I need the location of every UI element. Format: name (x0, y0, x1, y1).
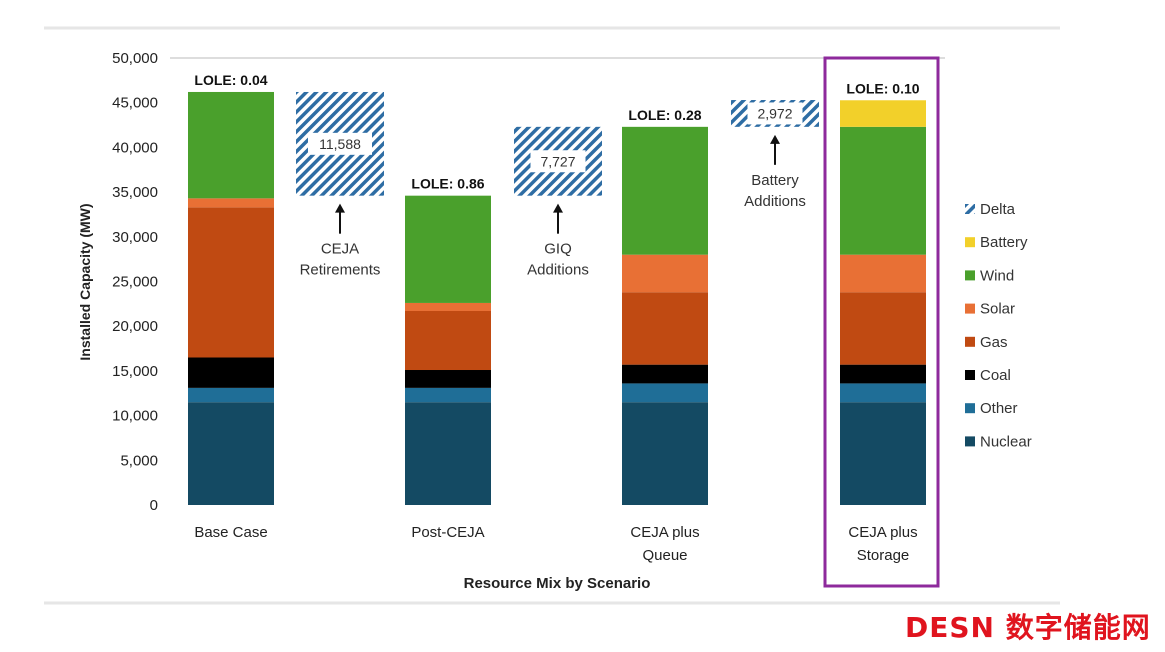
delta-label-bg (530, 150, 586, 173)
legend-label: Coal (980, 367, 1011, 384)
lole-label: LOLE: 0.04 (194, 72, 267, 88)
arrow-head-icon (553, 203, 563, 213)
delta-annotation: Battery (751, 172, 799, 189)
delta-annotation: Retirements (300, 262, 381, 279)
bar-segment-solar (622, 254, 708, 293)
bar-segment-gas (405, 311, 491, 371)
bar-segment-solar (840, 254, 926, 293)
legend-label: Nuclear (980, 433, 1032, 450)
watermark-logo: DESN 数字储能网 (905, 611, 1151, 644)
bar-segment-nuclear (405, 402, 491, 505)
lole-label: LOLE: 0.10 (846, 80, 919, 96)
delta-annotation: CEJA (321, 241, 359, 258)
bar-segment-gas (622, 292, 708, 365)
y-tick-label: 5,000 (120, 452, 158, 469)
delta-annotation: Additions (744, 193, 806, 210)
y-tick-label: 45,000 (112, 95, 158, 112)
bar-segment-coal (188, 357, 274, 388)
arrow-head-icon (770, 134, 780, 144)
y-tick-label: 40,000 (112, 139, 158, 156)
x-axis-title: Resource Mix by Scenario (464, 575, 651, 592)
y-tick-label: 15,000 (112, 363, 158, 380)
bar-segment-gas (188, 207, 274, 358)
legend-swatch-battery (965, 237, 975, 248)
arrow-head-icon (335, 203, 345, 213)
delta-label-bg (747, 102, 803, 125)
legend-swatch-nuclear (965, 436, 975, 447)
highlight-box (823, 56, 940, 588)
bar-segment-other (188, 387, 274, 403)
bar-segment-nuclear (188, 402, 274, 505)
legend-swatch-wind (965, 270, 975, 281)
y-tick-label: 35,000 (112, 184, 158, 201)
y-tick-label: 10,000 (112, 408, 158, 425)
delta-value-label: 7,727 (540, 153, 575, 169)
legend-swatch-other (965, 403, 975, 414)
delta-value-label: 11,588 (319, 136, 361, 152)
bar-segment-wind (188, 91, 274, 199)
y-tick-label: 25,000 (112, 274, 158, 291)
bar-segment-solar (405, 302, 491, 312)
legend-label: Wind (980, 267, 1014, 284)
bar-segment-coal (622, 364, 708, 384)
bar-segment-coal (405, 370, 491, 388)
delta-label-bg (308, 132, 372, 155)
legend-label: Gas (980, 334, 1008, 351)
bar-segment-nuclear (622, 402, 708, 505)
y-tick-label: 30,000 (112, 229, 158, 246)
bar-segment-battery (840, 100, 926, 127)
x-tick-label: CEJA plus (848, 524, 917, 541)
lole-label: LOLE: 0.86 (411, 176, 484, 192)
bar-segment-coal (840, 364, 926, 384)
bar-segment-solar (188, 198, 274, 208)
delta-annotation: Additions (527, 262, 589, 279)
bar-segment-other (840, 383, 926, 403)
y-tick-label: 50,000 (112, 50, 158, 67)
y-tick-label: 0 (150, 497, 158, 514)
y-axis-title: Installed Capacity (MW) (77, 203, 93, 360)
legend-swatch-coal (965, 370, 975, 380)
legend-label: Other (980, 400, 1018, 417)
legend-swatch-delta (965, 204, 975, 214)
x-tick-label: Post-CEJA (411, 524, 484, 541)
bar-segment-wind (840, 126, 926, 255)
lole-label: LOLE: 0.28 (628, 107, 701, 123)
legend-swatch-solar (965, 303, 975, 314)
x-tick-label: Queue (642, 547, 687, 564)
legend-label: Delta (980, 201, 1016, 218)
delta-annotation: GIQ (544, 241, 572, 258)
bar-segment-wind (405, 195, 491, 303)
bar-segment-other (622, 383, 708, 403)
x-tick-label: Base Case (194, 524, 267, 541)
legend-label: Solar (980, 301, 1015, 318)
y-tick-label: 20,000 (112, 318, 158, 335)
legend-label: Battery (980, 234, 1028, 251)
x-tick-label: CEJA plus (630, 524, 699, 541)
legend-swatch-gas (965, 336, 975, 347)
delta-value-label: 2,972 (757, 105, 792, 121)
bar-segment-nuclear (840, 402, 926, 505)
bar-segment-other (405, 387, 491, 403)
bar-segment-wind (622, 126, 708, 255)
x-tick-label: Storage (857, 547, 910, 564)
bar-segment-gas (840, 292, 926, 365)
